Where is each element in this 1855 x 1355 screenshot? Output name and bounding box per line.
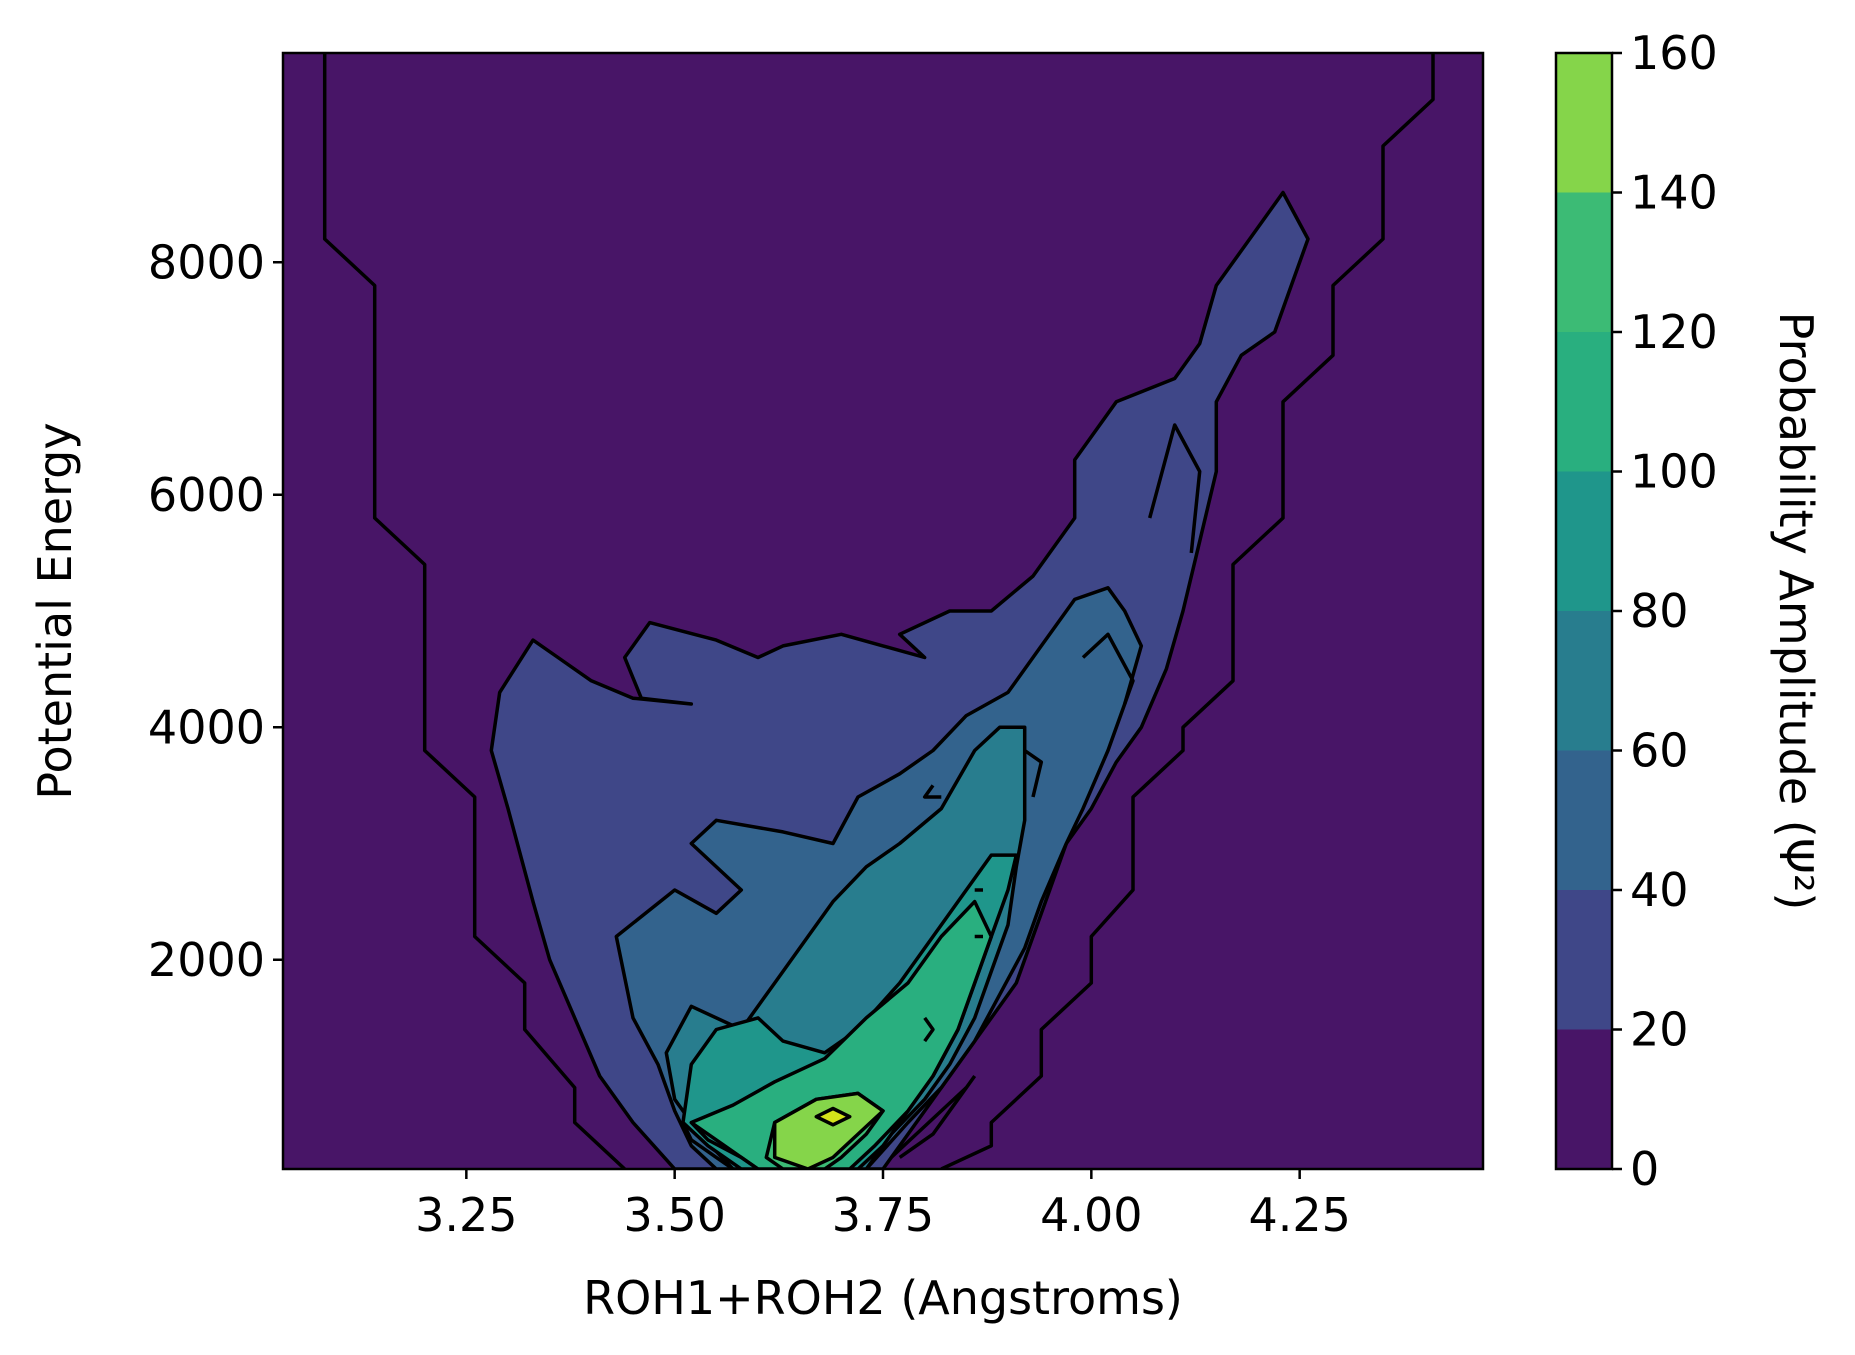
colorbar-band-7: [1556, 53, 1612, 193]
contour-line-2: [1148, 423, 1202, 554]
x-tick-label-3: 4.00: [1040, 1188, 1142, 1242]
contour-line-7: [923, 1016, 935, 1043]
colorbar-tick-label-4: 80: [1630, 584, 1689, 638]
colorbar-tick-label-6: 120: [1630, 305, 1718, 359]
contour-line-11: [890, 1086, 968, 1159]
colorbar-tick-label-8: 160: [1630, 26, 1718, 80]
x-tick-label-0: 3.25: [415, 1188, 517, 1242]
colorbar-band-4: [1556, 471, 1612, 611]
x-axis: 3.25 3.50 3.75 4.00 4.25: [415, 1169, 1351, 1242]
y-tick-label-1: 4000: [148, 700, 265, 754]
colorbar-band-6: [1556, 192, 1612, 332]
x-tick-label-2: 3.75: [832, 1188, 934, 1242]
contour-line-4: [1023, 749, 1044, 798]
y-axis: 2000 4000 6000 8000: [148, 235, 283, 987]
colorbar-band-1: [1556, 890, 1612, 1030]
colorbar-tick-label-5: 100: [1630, 445, 1718, 499]
colorbar-label: Probability Amplitude (Ψ²): [1769, 312, 1823, 911]
colorbar-ticks: 0 20 40 60 80 100 120 140 160: [1612, 26, 1718, 1196]
plot-area: [283, 53, 1483, 1169]
contour-line-3: [1081, 632, 1135, 705]
colorbar-tick-label-3: 60: [1630, 724, 1689, 778]
contour-line-0: [322, 53, 626, 1169]
colorbar-band-0: [1556, 1029, 1612, 1169]
x-axis-label: ROH1+ROH2 (Angstroms): [583, 1271, 1183, 1325]
contour-region-140-0: [772, 1091, 885, 1169]
y-tick-label-3: 8000: [148, 235, 265, 289]
contour-line-1: [940, 53, 1435, 1169]
contour-line-9: [681, 1121, 734, 1169]
y-axis-label: Potential Energy: [28, 422, 82, 799]
colorbar-tick-label-1: 20: [1630, 1003, 1689, 1057]
contour-line-5: [922, 784, 942, 799]
colorbar-band-2: [1556, 750, 1612, 890]
colorbar-band-3: [1556, 611, 1612, 751]
colorbar: [1556, 53, 1612, 1169]
x-tick-label-1: 3.50: [623, 1188, 725, 1242]
x-tick-label-4: 4.25: [1248, 1188, 1350, 1242]
y-tick-label-2: 6000: [148, 468, 265, 522]
colorbar-tick-label-7: 140: [1630, 166, 1718, 220]
y-tick-label-0: 2000: [148, 933, 265, 987]
contour-region-100-0: [689, 899, 994, 1169]
colorbar-tick-label-0: 0: [1630, 1142, 1659, 1196]
contour-line-12: [898, 1074, 977, 1159]
colorbar-band-5: [1556, 332, 1612, 472]
contour-line-10: [690, 1121, 759, 1169]
colorbar-tick-label-2: 40: [1630, 863, 1689, 917]
contour-region-160-0: [814, 1106, 852, 1127]
